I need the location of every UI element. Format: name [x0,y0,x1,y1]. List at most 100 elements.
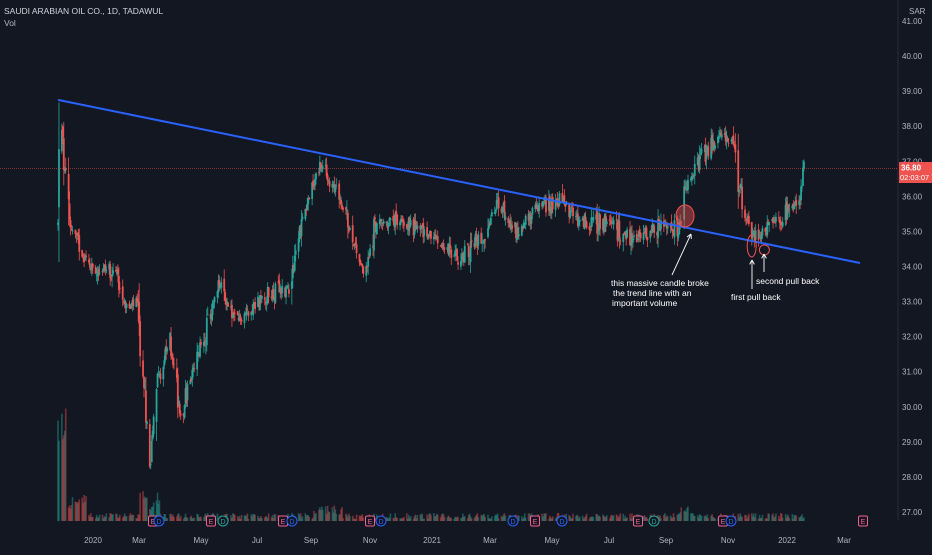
price-tick-label: 38.00 [902,122,923,131]
price-tick-label: 35.00 [902,227,923,236]
volume-bar [315,513,317,521]
candle-body [450,250,452,258]
candle-body [694,164,696,176]
price-tick-label: 41.00 [902,17,923,26]
candle-body [437,236,439,243]
symbol-title: SAUDI ARABIAN OIL CO., 1D, TADAWUL [4,6,163,16]
volume-bar [234,515,236,521]
price-tick-label: 33.00 [902,298,923,307]
candle-body [119,288,121,289]
volume-bar [545,513,547,521]
dividend-marker[interactable]: D [376,516,386,526]
volume-bar [72,497,74,521]
dividend-marker[interactable]: D [154,516,164,526]
earnings-marker[interactable]: E [279,516,288,526]
volume-bar [187,518,189,521]
candle-body [471,241,473,243]
volume-bar [119,515,121,521]
volume-bar [106,513,108,521]
event-marker-label: E [636,519,641,526]
candle-body [342,208,344,210]
second-pullback-label: second pull back [756,276,820,286]
earnings-marker[interactable]: E [207,516,216,526]
volume-indicator-label[interactable]: Vol [4,18,16,28]
volume-bar [349,516,351,521]
candle-body [308,197,310,198]
currency-label: SAR [909,7,926,16]
volume-bar [99,515,101,521]
volume-bar [701,516,703,521]
dividend-marker[interactable]: D [726,516,736,526]
event-marker-label: E [721,519,726,526]
event-marker-label: D [156,519,161,526]
candle-body [374,217,376,219]
volume-bar [647,518,649,521]
time-tick-label: Sep [659,536,674,545]
candle-body [132,299,134,306]
event-marker-label: D [289,519,294,526]
candle-body [782,222,784,227]
candle-body [200,342,202,345]
price-tick-label: 28.00 [902,473,923,482]
volume-bar [444,517,446,521]
volume-bar [126,516,128,521]
dividend-marker[interactable]: D [287,516,297,526]
annotation-line-1: this massive candle broke [611,278,709,288]
time-tick-label: 2022 [778,536,796,545]
volume-bar [572,514,574,521]
candle-body [72,231,74,232]
annotation-line-2: the trend line with an [613,288,692,298]
dividend-marker[interactable]: D [649,516,659,526]
candle-body [417,225,419,228]
candle-body [153,417,155,434]
volume-bar [403,517,405,521]
volume-bar [268,514,270,521]
candle-body [674,220,676,237]
candle-body [327,175,329,180]
volume-bar [139,493,141,521]
volume-bar [308,517,310,521]
candle-body [254,302,256,309]
candle-body [99,273,101,274]
volume-bar [85,496,87,521]
price-axis[interactable]: 41.0040.0039.0038.0037.0036.0035.0034.00… [902,17,923,517]
bar-countdown: 02:03:07 [900,173,929,182]
candle-body [423,229,425,235]
earnings-marker[interactable]: E [366,516,375,526]
candle-body [552,197,554,209]
dividend-marker[interactable]: D [508,516,518,526]
earnings-marker[interactable]: E [859,516,868,526]
candle-body [369,248,371,255]
candle-body [475,234,477,236]
time-tick-label: Sep [304,536,319,545]
candle-body [206,318,208,345]
candle-body [187,384,189,400]
price-tick-label: 32.00 [902,333,923,342]
candle-body [734,144,736,152]
candle-body [464,246,466,263]
volume-bar [261,518,263,521]
volume-bar [789,518,791,521]
volume-bar [762,515,764,521]
breakout-candle-circle [676,205,694,227]
event-marker-label: D [378,519,383,526]
price-tick-label: 31.00 [902,368,923,377]
candle-body [701,149,703,153]
candle-body [653,226,655,233]
earnings-marker[interactable]: E [634,516,643,526]
candle-body [579,220,581,222]
dividend-marker[interactable]: D [218,516,228,526]
volume-bar [166,518,168,521]
event-marker-label: E [281,519,286,526]
candle-body [586,221,588,227]
earnings-marker[interactable]: E [531,516,540,526]
volume-bar [606,515,608,521]
volume-bar [674,517,676,521]
volume-bar [363,518,365,521]
dividend-marker[interactable]: D [557,516,567,526]
volume-bar [322,510,324,521]
volume-bar [396,518,398,521]
volume-bar [417,515,419,521]
